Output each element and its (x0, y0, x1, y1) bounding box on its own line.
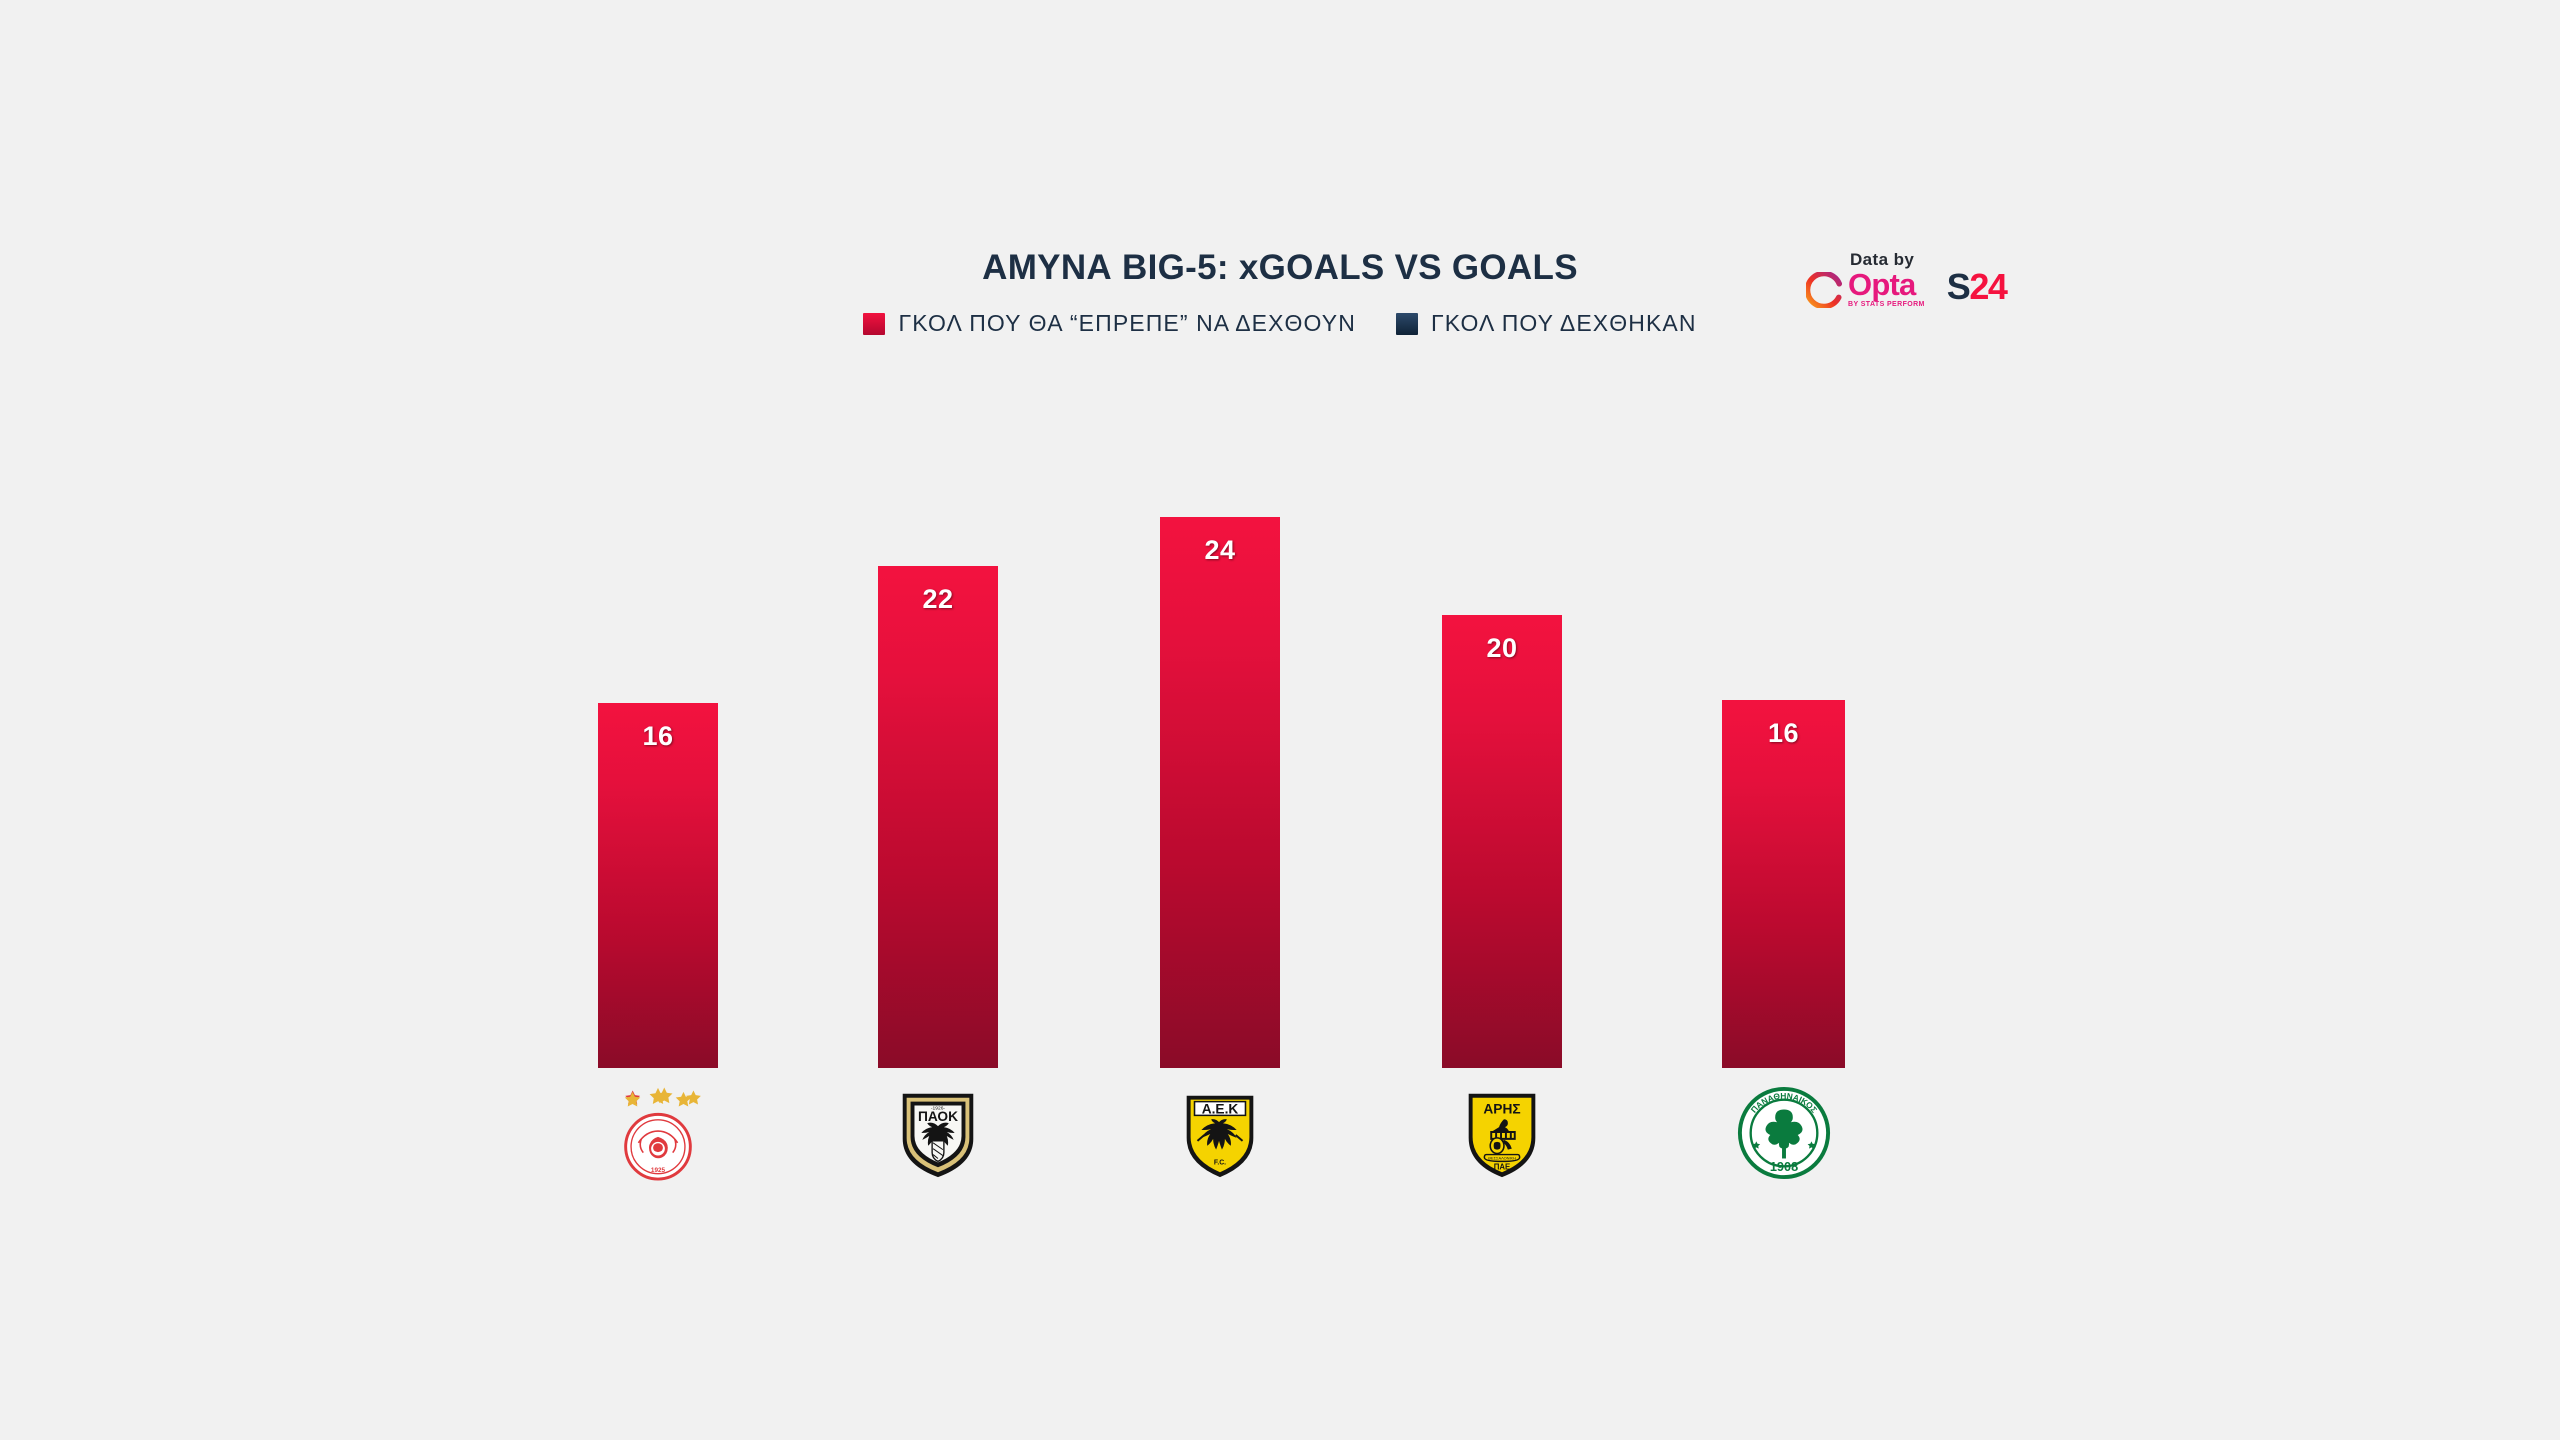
svg-text:1908: 1908 (1769, 1159, 1797, 1174)
bar-value-label: 16 (642, 721, 674, 751)
svg-text:-1926-: -1926- (931, 1105, 946, 1111)
data-by-label: Data by (1850, 250, 1915, 269)
svg-text:1925: 1925 (651, 1167, 666, 1174)
bar-group-aris: 20 ΑΡΗΣ ΘΕΣΣΑΛΟΝΙΚΗ ΠΑΕ (1442, 0, 1562, 1440)
chart-legend: ΓΚΟΛ ΠΟΥ ΘΑ “ΕΠΡΕΠΕ” ΝΑ ΔΕΧΘΟΥΝ ΓΚΟΛ ΠΟΥ… (0, 310, 2560, 337)
legend-item-label: ΓΚΟΛ ΠΟΥ ΔΕΧΘΗΚΑΝ (1430, 310, 1697, 336)
svg-text:Α.Ε.Κ: Α.Ε.Κ (1202, 1101, 1239, 1116)
aris-crest: ΑΡΗΣ ΘΕΣΣΑΛΟΝΙΚΗ ΠΑΕ (1453, 1084, 1551, 1182)
page-title: ΑΜΥΝΑ BIG-5: xGOALS VS GOALS (0, 248, 2560, 288)
bar-olympiacos[interactable]: 16 (598, 703, 718, 1068)
bar-paok[interactable]: 22 (878, 566, 998, 1068)
branding-block: Data by Opta BY STATS PER (1804, 250, 2008, 309)
panathinaikos-crest: ΠΑΝΑΘΗΝΑΙΚΟΣ 1908 (1735, 1084, 1833, 1182)
s24-number: 24 (1969, 265, 2008, 307)
aek-crest: Α.Ε.Κ F.C. (1171, 1084, 1269, 1182)
svg-text:ΑΡΗΣ: ΑΡΗΣ (1483, 1101, 1520, 1116)
square-swatch-icon (863, 312, 886, 335)
bar-aris[interactable]: 20 (1442, 615, 1562, 1068)
bar-group-panathinaikos: 16 ΠΑΝΑΘΗΝΑΙΚΟΣ 1908 (1722, 0, 1845, 1440)
bar-value-label: 16 (1767, 718, 1800, 748)
square-swatch-icon (1395, 312, 1418, 335)
bar-group-paok: 22 -1926- ΠΑΟΚ (878, 0, 998, 1440)
bar-value-label: 20 (1486, 633, 1518, 663)
paok-crest: -1926- ΠΑΟΚ (889, 1084, 987, 1182)
page-title-bold: ΑΜΥΝΑ BIG-5: (982, 248, 1229, 287)
bar-aek[interactable]: 24 (1160, 517, 1280, 1068)
bar-group-olympiacos: 16 (598, 0, 718, 1440)
bar-value-label: 22 (922, 584, 954, 614)
opta-tagline: BY STATS PERFORM (1848, 300, 1925, 308)
bar-group-aek: 24 Α.Ε.Κ F.C. (1160, 0, 1280, 1440)
svg-text:ΘΕΣΣΑΛΟΝΙΚΗ: ΘΕΣΣΑΛΟΝΙΚΗ (1488, 1155, 1516, 1160)
svg-text:ΠΑΟΚ: ΠΑΟΚ (918, 1109, 958, 1124)
olympiacos-crest: 1925 (609, 1084, 707, 1182)
opta-logo: Data by Opta BY STATS PER (1804, 250, 1925, 309)
legend-item-xgoals[interactable]: ΓΚΟΛ ΠΟΥ ΘΑ “ΕΠΡΕΠΕ” ΝΑ ΔΕΧΘΟΥΝ (863, 310, 1356, 337)
opta-wordmark: Opta (1848, 267, 1916, 302)
page-title-rest: xGOALS VS GOALS (1228, 248, 1578, 287)
opta-circle-icon (1804, 270, 1844, 309)
bar-panathinaikos[interactable]: 16 (1722, 700, 1845, 1068)
s24-logo: S24 (1946, 265, 2008, 307)
s24-letter: S (1946, 265, 1971, 307)
svg-text:ΠΑΕ: ΠΑΕ (1494, 1162, 1511, 1171)
legend-item-goals[interactable]: ΓΚΟΛ ΠΟΥ ΔΕΧΘΗΚΑΝ (1395, 310, 1697, 337)
svg-text:F.C.: F.C. (1214, 1159, 1226, 1166)
legend-item-label: ΓΚΟΛ ΠΟΥ ΘΑ “ΕΠΡΕΠΕ” ΝΑ ΔΕΧΘΟΥΝ (898, 310, 1356, 336)
chart-header: ΑΜΥΝΑ BIG-5: xGOALS VS GOALS ΓΚΟΛ ΠΟΥ ΘΑ… (0, 248, 2560, 337)
bar-value-label: 24 (1204, 535, 1236, 565)
